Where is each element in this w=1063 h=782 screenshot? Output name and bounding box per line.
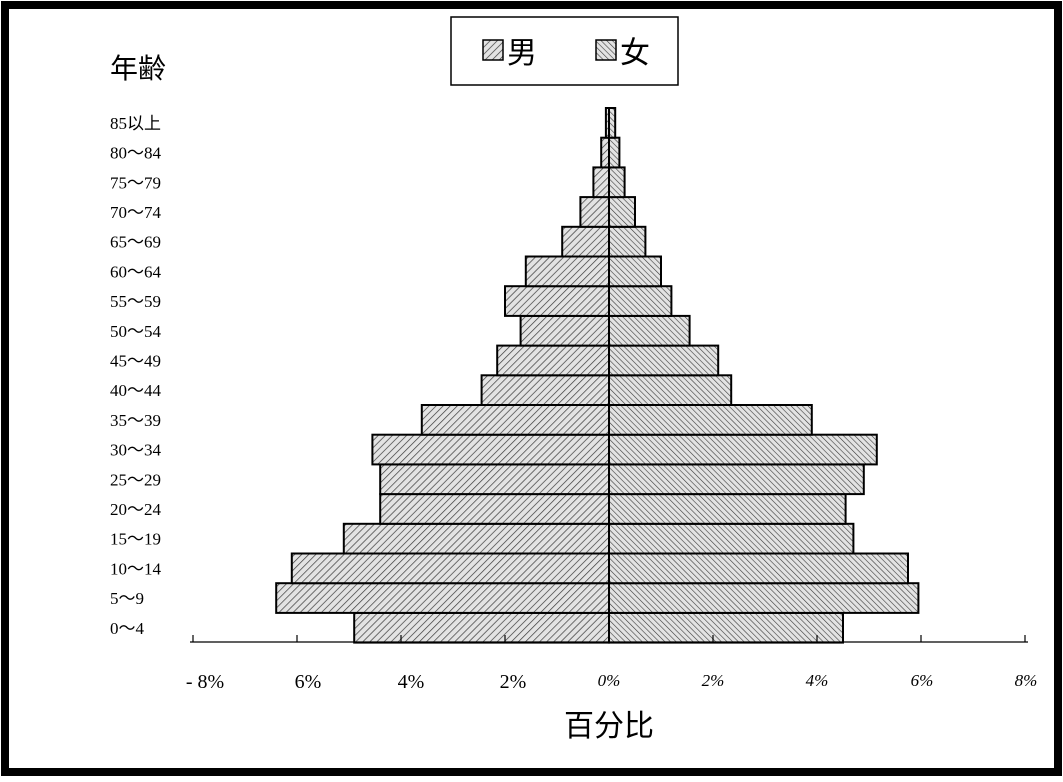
x-tick-label-right-2: 4% bbox=[806, 671, 829, 690]
x-ticks-layer: - 8% 6% 4% 2% 0% 2% 4% 6% 8% bbox=[186, 635, 1038, 693]
bar-male-11 bbox=[504, 285, 610, 317]
age-labels-layer: 0～4 5～9 10～14 15～19 20～24 25～29 30～34 35～39 40～4… bbox=[110, 114, 161, 638]
age-tick-label-0: 0～4 bbox=[110, 619, 144, 638]
age-tick-label-15: 75～79 bbox=[110, 173, 161, 192]
bar-male-7 bbox=[420, 404, 610, 436]
bar-male-4 bbox=[379, 493, 611, 525]
age-tick-label-12: 60～64 bbox=[110, 262, 161, 281]
legend-label-female: 女 bbox=[620, 37, 650, 70]
bar-female-10 bbox=[608, 314, 691, 347]
bar-female-14 bbox=[608, 196, 636, 228]
legend-swatch-male bbox=[482, 39, 504, 61]
age-tick-label-17: 85以上 bbox=[110, 114, 161, 133]
bar-female-3 bbox=[608, 522, 855, 555]
age-tick-label-4: 20～24 bbox=[110, 500, 161, 519]
bar-female-7 bbox=[608, 404, 813, 436]
bar-female-1 bbox=[608, 582, 920, 614]
age-tick-label-2: 10～14 bbox=[110, 559, 161, 578]
age-tick-label-7: 35～39 bbox=[110, 411, 161, 430]
bar-male-13 bbox=[561, 225, 611, 258]
age-tick-label-3: 15～19 bbox=[110, 530, 161, 549]
age-tick-label-8: 40～44 bbox=[110, 381, 161, 400]
bar-male-2 bbox=[290, 552, 610, 585]
x-tick-label-left-1: 6% bbox=[295, 671, 322, 693]
y-axis-title: 年齢 bbox=[110, 53, 166, 85]
bar-female-2 bbox=[608, 552, 909, 585]
bars-layer bbox=[275, 107, 920, 644]
bar-male-0 bbox=[353, 611, 611, 644]
x-tick-label-left-2: 4% bbox=[398, 671, 425, 693]
bar-female-11 bbox=[608, 285, 673, 317]
bar-male-8 bbox=[480, 374, 611, 406]
age-tick-label-14: 70～74 bbox=[110, 203, 161, 222]
age-tick-label-5: 25～29 bbox=[110, 470, 161, 489]
bar-male-5 bbox=[379, 463, 611, 496]
bar-female-9 bbox=[608, 344, 720, 377]
age-tick-label-13: 65～69 bbox=[110, 233, 161, 252]
bar-male-10 bbox=[519, 314, 610, 347]
bar-female-6 bbox=[608, 433, 878, 466]
age-tick-label-9: 45～49 bbox=[110, 352, 161, 371]
bar-female-16 bbox=[608, 136, 621, 169]
age-tick-label-1: 5～9 bbox=[110, 589, 144, 608]
legend-swatch-female bbox=[595, 39, 617, 61]
bar-female-13 bbox=[608, 225, 647, 258]
bar-female-4 bbox=[608, 493, 847, 525]
bar-male-16 bbox=[600, 136, 611, 169]
bar-female-8 bbox=[608, 374, 733, 406]
age-tick-label-11: 55～59 bbox=[110, 292, 161, 311]
x-tick-label-right-3: 6% bbox=[911, 671, 934, 690]
age-tick-label-16: 80～84 bbox=[110, 144, 161, 163]
bar-female-0 bbox=[608, 611, 844, 644]
legend-label-male: 男 bbox=[507, 37, 537, 70]
x-tick-label-left-3: 2% bbox=[500, 671, 527, 693]
age-tick-label-6: 30～34 bbox=[110, 441, 161, 460]
bar-male-14 bbox=[579, 196, 611, 228]
bar-male-3 bbox=[342, 522, 610, 555]
x-axis-title: 百分比 bbox=[564, 710, 654, 743]
x-tick-label-left-0: - 8% bbox=[186, 671, 224, 693]
bar-male-15 bbox=[592, 166, 611, 199]
x-tick-label-right-1: 2% bbox=[702, 671, 725, 690]
bar-female-12 bbox=[608, 255, 662, 288]
bar-male-1 bbox=[275, 582, 610, 614]
x-tick-label-right-0: 0% bbox=[598, 671, 621, 690]
bar-female-15 bbox=[608, 166, 626, 199]
bar-male-6 bbox=[371, 433, 610, 466]
bar-male-9 bbox=[496, 344, 611, 377]
age-tick-label-10: 50～54 bbox=[110, 322, 161, 341]
x-tick-label-right-4: 8% bbox=[1015, 671, 1038, 690]
bar-female-5 bbox=[608, 463, 865, 496]
bar-male-12 bbox=[524, 255, 610, 288]
legend: 男 女 bbox=[450, 16, 679, 86]
